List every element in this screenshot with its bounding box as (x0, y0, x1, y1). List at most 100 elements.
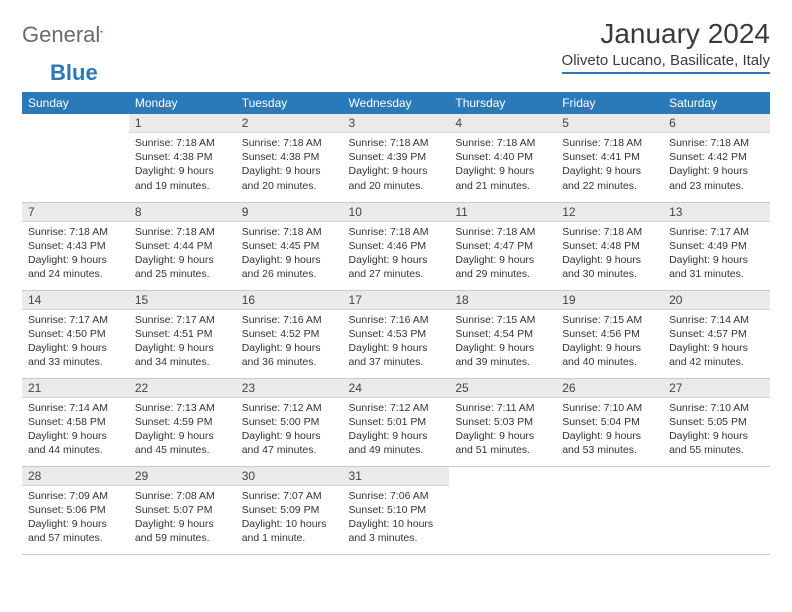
sunset: Sunset: 5:01 PM (349, 415, 444, 429)
daylight-2: and 19 minutes. (135, 179, 230, 193)
sunrise: Sunrise: 7:16 AM (349, 313, 444, 327)
calendar-cell: 16Sunrise: 7:16 AMSunset: 4:52 PMDayligh… (236, 290, 343, 378)
daylight-1: Daylight: 9 hours (349, 341, 444, 355)
daylight-2: and 47 minutes. (242, 443, 337, 457)
day-header: Tuesday (236, 92, 343, 114)
day-body: Sunrise: 7:18 AMSunset: 4:40 PMDaylight:… (449, 133, 556, 197)
day-body: Sunrise: 7:18 AMSunset: 4:48 PMDaylight:… (556, 222, 663, 286)
sunrise: Sunrise: 7:18 AM (135, 136, 230, 150)
daylight-1: Daylight: 10 hours (242, 517, 337, 531)
calendar-cell: 14Sunrise: 7:17 AMSunset: 4:50 PMDayligh… (22, 290, 129, 378)
day-body: Sunrise: 7:17 AMSunset: 4:51 PMDaylight:… (129, 310, 236, 374)
calendar-cell: 4Sunrise: 7:18 AMSunset: 4:40 PMDaylight… (449, 114, 556, 202)
daylight-2: and 25 minutes. (135, 267, 230, 281)
sunset: Sunset: 4:44 PM (135, 239, 230, 253)
calendar-week: ..1Sunrise: 7:18 AMSunset: 4:38 PMDaylig… (22, 114, 770, 202)
day-number: 26 (556, 379, 663, 398)
day-body: Sunrise: 7:15 AMSunset: 4:54 PMDaylight:… (449, 310, 556, 374)
day-number: 25 (449, 379, 556, 398)
sunrise: Sunrise: 7:11 AM (455, 401, 550, 415)
daylight-1: Daylight: 9 hours (28, 253, 123, 267)
sunset: Sunset: 4:56 PM (562, 327, 657, 341)
daylight-2: and 34 minutes. (135, 355, 230, 369)
calendar-cell: 3Sunrise: 7:18 AMSunset: 4:39 PMDaylight… (343, 114, 450, 202)
day-number: 31 (343, 467, 450, 486)
calendar-cell: 25 Sunrise: 7:11 AMSunset: 5:03 PMDayligh… (449, 378, 556, 466)
logo-gray: General (22, 22, 100, 48)
calendar-cell: 19Sunrise: 7:15 AMSunset: 4:56 PMDayligh… (556, 290, 663, 378)
day-body: Sunrise: 7:18 AMSunset: 4:42 PMDaylight:… (663, 133, 770, 197)
day-body: Sunrise: 7:14 AMSunset: 4:57 PMDaylight:… (663, 310, 770, 374)
sunset: Sunset: 4:43 PM (28, 239, 123, 253)
day-number: 10 (343, 203, 450, 222)
daylight-2: and 23 minutes. (669, 179, 764, 193)
daylight-2: and 20 minutes. (349, 179, 444, 193)
daylight-1: Daylight: 9 hours (242, 429, 337, 443)
sunrise: Sunrise: 7:18 AM (349, 136, 444, 150)
sunset: Sunset: 4:46 PM (349, 239, 444, 253)
sunset: Sunset: 5:06 PM (28, 503, 123, 517)
daylight-1: Daylight: 9 hours (455, 164, 550, 178)
daylight-1: Daylight: 9 hours (28, 341, 123, 355)
sunrise: Sunrise: 7:17 AM (28, 313, 123, 327)
daylight-2: and 53 minutes. (562, 443, 657, 457)
day-body: Sunrise: 7:15 AMSunset: 4:56 PMDaylight:… (556, 310, 663, 374)
day-number: 6 (663, 114, 770, 133)
daylight-1: Daylight: 9 hours (562, 253, 657, 267)
day-body: Sunrise: 7:16 AMSunset: 4:53 PMDaylight:… (343, 310, 450, 374)
logo-sail-icon (100, 23, 103, 39)
calendar-cell: 8Sunrise: 7:18 AMSunset: 4:44 PMDaylight… (129, 202, 236, 290)
daylight-2: and 30 minutes. (562, 267, 657, 281)
day-number: 27 (663, 379, 770, 398)
day-body: Sunrise: 7:16 AMSunset: 4:52 PMDaylight:… (236, 310, 343, 374)
calendar-cell: 1Sunrise: 7:18 AMSunset: 4:38 PMDaylight… (129, 114, 236, 202)
sunset: Sunset: 4:59 PM (135, 415, 230, 429)
sunrise: Sunrise: 7:14 AM (28, 401, 123, 415)
day-number: 15 (129, 291, 236, 310)
day-number: 11 (449, 203, 556, 222)
sunrise: Sunrise: 7:13 AM (135, 401, 230, 415)
sunrise: Sunrise: 7:18 AM (242, 136, 337, 150)
calendar-cell: 24Sunrise: 7:12 AMSunset: 5:01 PMDayligh… (343, 378, 450, 466)
day-body: Sunrise: 7:18 AMSunset: 4:39 PMDaylight:… (343, 133, 450, 197)
day-body: Sunrise: 7:10 AMSunset: 5:05 PMDaylight:… (663, 398, 770, 462)
sunset: Sunset: 4:38 PM (135, 150, 230, 164)
sunrise: Sunrise: 7:10 AM (669, 401, 764, 415)
daylight-2: and 45 minutes. (135, 443, 230, 457)
calendar-table: SundayMondayTuesdayWednesdayThursdayFrid… (22, 92, 770, 555)
daylight-1: Daylight: 9 hours (135, 517, 230, 531)
sunrise: Sunrise: 7:18 AM (242, 225, 337, 239)
daylight-1: Daylight: 9 hours (455, 429, 550, 443)
day-body: Sunrise: 7:18 AMSunset: 4:38 PMDaylight:… (236, 133, 343, 197)
sunrise: Sunrise: 7:10 AM (562, 401, 657, 415)
daylight-1: Daylight: 9 hours (28, 517, 123, 531)
sunset: Sunset: 4:51 PM (135, 327, 230, 341)
day-number: 20 (663, 291, 770, 310)
daylight-1: Daylight: 10 hours (349, 517, 444, 531)
calendar-cell: 6Sunrise: 7:18 AMSunset: 4:42 PMDaylight… (663, 114, 770, 202)
daylight-1: Daylight: 9 hours (562, 164, 657, 178)
day-body: Sunrise: 7:18 AMSunset: 4:46 PMDaylight:… (343, 222, 450, 286)
calendar-week: 14Sunrise: 7:17 AMSunset: 4:50 PMDayligh… (22, 290, 770, 378)
day-number: 14 (22, 291, 129, 310)
sunset: Sunset: 4:40 PM (455, 150, 550, 164)
day-number: 21 (22, 379, 129, 398)
day-body: Sunrise: 7:13 AMSunset: 4:59 PMDaylight:… (129, 398, 236, 462)
sunset: Sunset: 4:52 PM (242, 327, 337, 341)
calendar-cell: 21Sunrise: 7:14 AMSunset: 4:58 PMDayligh… (22, 378, 129, 466)
title-block: January 2024 Oliveto Lucano, Basilicate,… (562, 18, 770, 74)
sunrise: Sunrise: 7:18 AM (562, 225, 657, 239)
sunrise: Sunrise: 7:18 AM (455, 136, 550, 150)
daylight-2: and 49 minutes. (349, 443, 444, 457)
daylight-1: Daylight: 9 hours (349, 429, 444, 443)
sunrise: Sunrise: 7:12 AM (349, 401, 444, 415)
daylight-2: and 1 minute. (242, 531, 337, 545)
day-number: 18 (449, 291, 556, 310)
sunset: Sunset: 5:03 PM (455, 415, 550, 429)
daylight-2: and 51 minutes. (455, 443, 550, 457)
sunset: Sunset: 4:39 PM (349, 150, 444, 164)
day-number: 8 (129, 203, 236, 222)
daylight-2: and 37 minutes. (349, 355, 444, 369)
daylight-2: and 21 minutes. (455, 179, 550, 193)
daylight-1: Daylight: 9 hours (669, 341, 764, 355)
